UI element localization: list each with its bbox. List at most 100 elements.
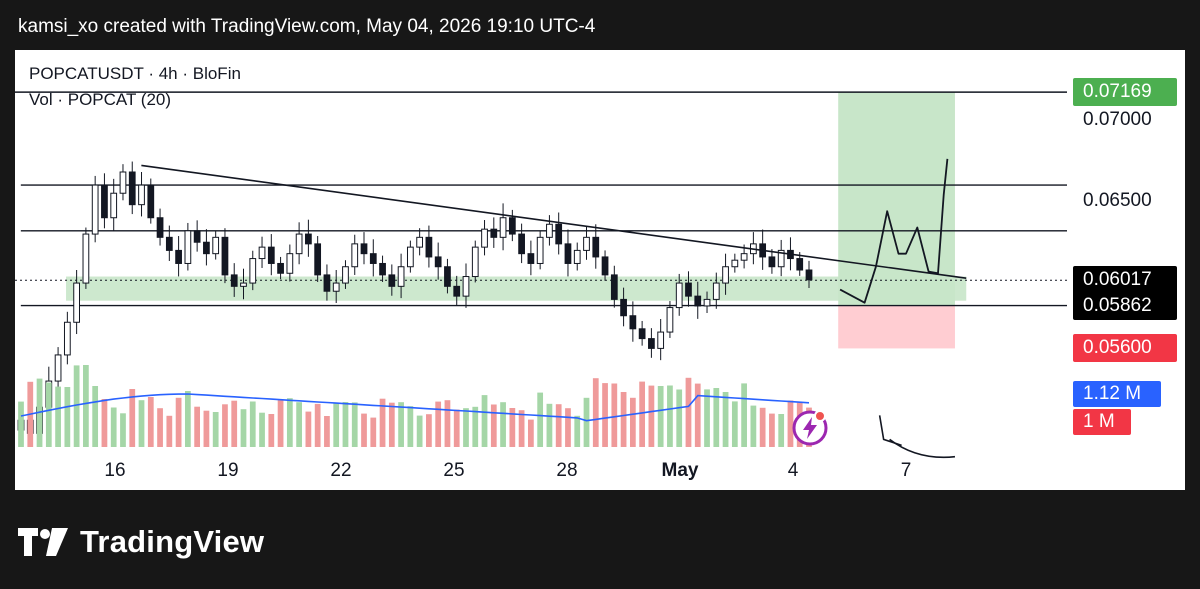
volume-bar [110, 407, 117, 447]
volume-legend[interactable]: Vol · POPCAT (20) [29, 90, 172, 109]
volume-bar [435, 401, 442, 447]
price-badge-text: 0.05600 [1083, 337, 1152, 359]
candle-up [212, 236, 220, 255]
candle-down [165, 236, 173, 251]
candle-down [175, 249, 182, 264]
candle-down [508, 217, 516, 235]
lightning-alert-icon[interactable] [790, 408, 830, 448]
candle-down [555, 223, 563, 245]
candle-down [629, 315, 637, 330]
volume-bar [657, 386, 664, 447]
volume-bar [490, 404, 497, 447]
price-chart[interactable] [15, 50, 1185, 490]
volume-bar [212, 412, 219, 447]
candle-up [342, 266, 349, 284]
candle-down [610, 274, 618, 300]
volume-bar [787, 400, 794, 447]
volume-bar [592, 378, 599, 447]
candle-up [82, 233, 90, 284]
price-badge-entry: 0.05862 [1073, 291, 1177, 320]
candle-down [147, 184, 155, 219]
candle-down [230, 274, 238, 287]
volume-bar [101, 399, 108, 447]
volume-bar [73, 365, 80, 447]
volume-bar [500, 402, 506, 447]
candle-up [416, 236, 424, 248]
volume-bar [574, 415, 581, 447]
price-tick-label: 0.07000 [1083, 108, 1152, 130]
candle-down [685, 282, 692, 297]
price-badge-stop: 0.05600 [1073, 334, 1177, 363]
volume-bar [55, 386, 61, 447]
chart-panel[interactable]: POPCATUSDT · 4h · BloFin Vol · POPCAT (2… [15, 50, 1185, 490]
price-tick-label: 0.06500 [1083, 190, 1152, 212]
candle-up [675, 282, 683, 309]
volume-bar [407, 406, 414, 447]
candle-down [527, 253, 535, 264]
candle-up [712, 282, 720, 300]
candle-down [305, 233, 312, 245]
volume-bar [398, 402, 404, 447]
candle-up [722, 266, 729, 284]
candle-down [388, 274, 396, 287]
candle-up [397, 266, 405, 287]
candle-up [54, 354, 62, 382]
target-zone [838, 92, 955, 306]
brand-name: TradingView [80, 524, 265, 559]
candle-down [601, 256, 609, 276]
time-tick-label: 22 [330, 460, 352, 481]
candle-up [184, 230, 192, 264]
volume-bar [602, 383, 608, 447]
volume-bar [555, 404, 562, 447]
volume-bar [546, 403, 553, 447]
candle-up [666, 307, 674, 333]
volume-bar [565, 408, 571, 447]
volume-bar [120, 413, 126, 447]
candle-up [73, 282, 80, 323]
candle-up [499, 217, 507, 238]
volume-bar [83, 365, 89, 447]
tradingview-logo-icon [18, 528, 68, 556]
volume-bar [388, 402, 395, 447]
volume-bar [342, 402, 349, 447]
candle-up [583, 236, 590, 251]
candle-up [740, 253, 748, 261]
volume-bar [648, 385, 655, 447]
price-badge-text: 0.07169 [1083, 81, 1152, 103]
volume-bar [731, 401, 738, 447]
candle-down [518, 233, 525, 255]
watermark-header: kamsi_xo created with TradingView.com, M… [18, 16, 596, 37]
candle-up [462, 276, 470, 297]
volume-bar [351, 402, 358, 447]
candle-up [351, 243, 359, 268]
candle-down [592, 236, 600, 258]
volume-bar [453, 409, 460, 447]
candle-down [444, 266, 451, 287]
volume-bar [129, 389, 136, 447]
volume-bar [509, 408, 516, 447]
volume-bar [426, 414, 432, 447]
candle-down [379, 262, 386, 276]
volume-bar [676, 389, 683, 447]
candle-up [295, 233, 303, 255]
volume-bar [444, 400, 451, 447]
stop-zone [838, 305, 955, 349]
time-tick-label: 4 [787, 460, 799, 481]
symbol-legend[interactable]: POPCATUSDT · 4h · BloFin [29, 64, 241, 83]
volume-bar [296, 402, 302, 447]
volume-bar [528, 419, 534, 447]
volume-bar [64, 387, 71, 447]
candle-down [796, 258, 804, 271]
volume-bar [472, 406, 479, 447]
candle-up [119, 171, 127, 194]
volume-bar [370, 417, 377, 447]
candle-up [777, 249, 785, 268]
candle-up [731, 259, 739, 268]
candle-down [805, 269, 813, 281]
volume-bar [639, 381, 646, 447]
candle-down [638, 328, 646, 340]
candle-down [267, 246, 275, 264]
candle-up [406, 246, 414, 268]
volume-bar [268, 414, 275, 447]
candle-up [657, 331, 665, 349]
